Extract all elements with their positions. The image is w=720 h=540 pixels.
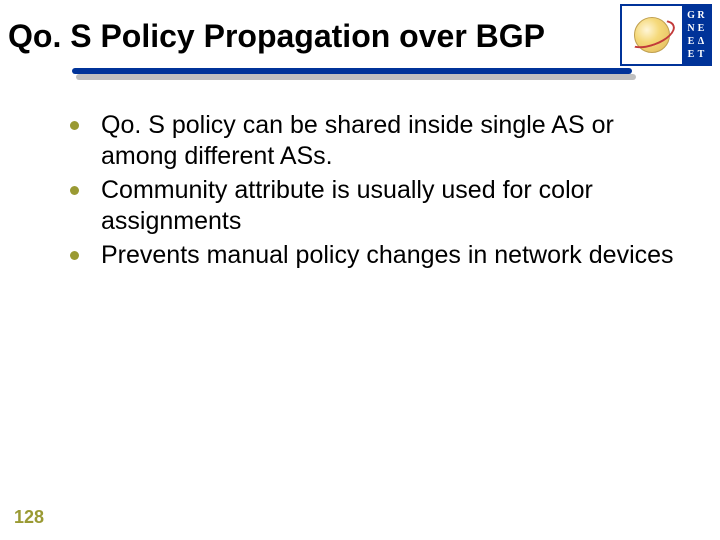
content-area: Qo. S policy can be shared inside single… xyxy=(70,110,680,275)
logo-row: GR xyxy=(687,10,706,21)
slide: Qo. S Policy Propagation over BGP GR NE … xyxy=(0,0,720,540)
logo-char: Ε xyxy=(687,49,696,60)
logo-char: Δ xyxy=(697,36,706,47)
logo-row: NE xyxy=(687,23,706,34)
logo-row: ΕΤ xyxy=(687,49,706,60)
bullet-icon xyxy=(70,186,79,195)
logo: GR NE ΕΔ ΕΤ xyxy=(620,4,712,66)
logo-char: N xyxy=(687,23,696,34)
list-item: Prevents manual policy changes in networ… xyxy=(70,240,680,271)
page-number: 128 xyxy=(14,507,44,528)
bullet-text: Prevents manual policy changes in networ… xyxy=(101,240,674,271)
logo-graphic xyxy=(622,6,682,64)
logo-char: R xyxy=(697,10,706,21)
slide-title: Qo. S Policy Propagation over BGP xyxy=(8,18,545,55)
underline-shadow xyxy=(76,74,636,80)
list-item: Qo. S policy can be shared inside single… xyxy=(70,110,680,171)
bullet-icon xyxy=(70,121,79,130)
bullet-text: Qo. S policy can be shared inside single… xyxy=(101,110,680,171)
list-item: Community attribute is usually used for … xyxy=(70,175,680,236)
title-underline xyxy=(72,68,632,82)
underline-main xyxy=(72,68,632,74)
bullet-text: Community attribute is usually used for … xyxy=(101,175,680,236)
logo-row: ΕΔ xyxy=(687,36,706,47)
logo-char: Ε xyxy=(687,36,696,47)
logo-text-strip: GR NE ΕΔ ΕΤ xyxy=(682,6,710,64)
logo-char: Τ xyxy=(697,49,706,60)
logo-char: G xyxy=(687,10,696,21)
logo-char: E xyxy=(697,23,706,34)
bullet-icon xyxy=(70,251,79,260)
